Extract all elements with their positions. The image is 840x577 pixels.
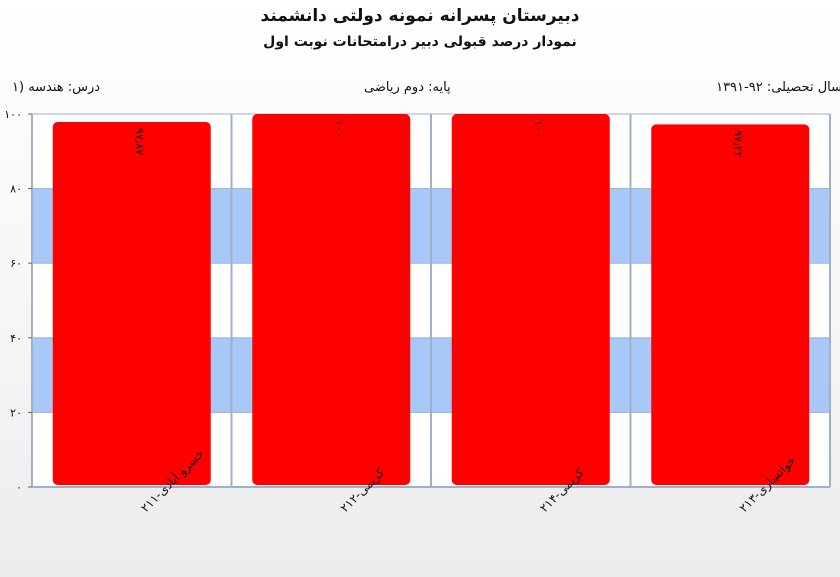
y-tick-label: ۲۰ — [10, 406, 22, 419]
bar — [651, 124, 810, 486]
value-label: ۱۰۰ — [532, 120, 545, 138]
value-label: ۹۷٫۸۷ — [133, 128, 146, 155]
axes — [28, 113, 830, 488]
academic-year-label: سال تحصیلی: ۹۲-۱۳۹۱ — [716, 80, 840, 95]
grade-label: پایه: دوم ریاضی — [364, 80, 451, 95]
y-tick-label: ۸۰ — [10, 183, 22, 196]
course-label: درس: هندسه (۱ — [12, 80, 101, 95]
y-tick-label: ۴۰ — [10, 332, 22, 345]
bars — [52, 114, 810, 486]
y-tick-label: ۱۰۰ — [4, 108, 22, 121]
value-label: ۱۰۰ — [332, 120, 345, 138]
value-label: ۹۷٫۲۲ — [731, 130, 744, 157]
bar — [451, 114, 610, 485]
chart-title: دبیرستان پسرانه نمونه دولتی دانشمند — [260, 6, 580, 26]
value-labels: ۹۷٫۸۷ ۱۰۰ ۱۰۰ ۹۷٫۲۲ — [133, 120, 745, 158]
y-tick-labels: ۰ ۲۰ ۴۰ ۶۰ ۸۰ ۱۰۰ — [4, 108, 22, 494]
bar — [252, 114, 411, 485]
bar — [52, 121, 211, 486]
y-tick-label: ۰ — [16, 481, 22, 494]
chart-subtitle: نمودار درصد قبولی دبیر درامتحانات نوبت ا… — [263, 34, 577, 50]
y-tick-label: ۶۰ — [10, 257, 22, 270]
